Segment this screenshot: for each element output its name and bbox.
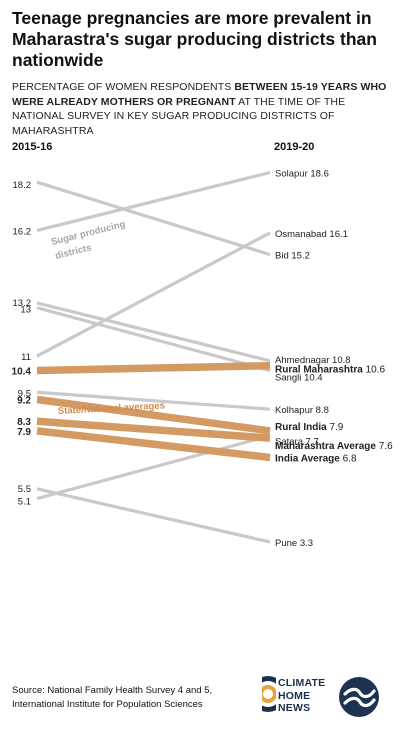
series-name-kolhapur: Kolhapur <box>275 405 316 416</box>
right-label-solapur: Solapur 18.6 <box>275 169 329 180</box>
right-value-rural-india: 7.9 <box>329 422 343 433</box>
series-name-sangli: Sangli <box>275 373 304 384</box>
column-header-right: 2019-20 <box>274 141 315 153</box>
left-value-bid: 18.2 <box>13 180 32 191</box>
right-value-bid: 15.2 <box>291 251 310 262</box>
slope-line-kolhapur <box>36 390 271 411</box>
left-value-india-average: 7.9 <box>17 427 31 438</box>
series-name-maharashtra-average: Maharashtra Average <box>275 441 379 452</box>
right-label-sangli: Sangli 10.4 <box>275 373 323 384</box>
right-value-india-average: 6.8 <box>343 453 357 464</box>
slope-line-solapur <box>36 170 271 233</box>
subtitle-part-0: Percentage of women respondents <box>12 81 235 93</box>
logo-word-news: NEWS <box>278 702 311 714</box>
right-value-maharashtra-average: 7.6 <box>379 441 393 452</box>
climate-home-news-emblem-icon <box>248 674 286 714</box>
chart-subtitle: Percentage of women respondents between … <box>12 80 392 138</box>
slope-line-rural-maharashtra <box>36 361 271 375</box>
right-value-kolhapur: 8.8 <box>316 405 329 416</box>
right-label-satara: Satara 7.7 <box>275 437 319 448</box>
right-value-satara: 7.7 <box>306 437 319 448</box>
left-value-ahmednagar: 13.2 <box>13 298 32 309</box>
right-label-rural-maharashtra: Rural Maharashtra 10.6 <box>275 365 385 376</box>
column-header-left: 2015-16 <box>12 141 53 153</box>
right-value-osmanabad: 16.1 <box>329 229 348 240</box>
right-label-pune: Pune 3.3 <box>275 538 313 549</box>
left-value-rural-india: 9.2 <box>17 396 31 407</box>
left-value-rural-maharashtra: 10.4 <box>12 367 32 378</box>
series-name-india-average: India Average <box>275 453 343 464</box>
series-name-osmanabad: Osmanabad <box>275 229 329 240</box>
circular-wave-logo-icon <box>339 677 379 717</box>
left-value-osmanabad: 11 <box>21 352 31 363</box>
logo-word-home: HOME <box>278 689 311 702</box>
slope-line-pune <box>36 487 271 544</box>
slope-line-ahmednagar <box>36 301 271 363</box>
climate-home-news-logo: CLIMATE HOME NEWS <box>248 674 328 718</box>
slope-line-rural-india <box>36 395 271 435</box>
right-value-rural-maharashtra: 10.6 <box>366 365 386 376</box>
left-value-kolhapur: 9.5 <box>18 388 31 399</box>
left-value-maharashtra-average: 8.3 <box>17 417 31 428</box>
slope-line-osmanabad <box>36 231 271 358</box>
right-value-sangli: 10.4 <box>304 373 323 384</box>
left-value-sangli: 13 <box>20 305 31 316</box>
subtitle-part-1: between 15-19 years who were already mot… <box>12 81 387 108</box>
series-name-rural-india: Rural India <box>275 422 329 433</box>
chart-title: Teenage pregnancies are more prevalent i… <box>12 8 377 70</box>
series-name-ahmednagar: Ahmednagar <box>275 355 332 366</box>
right-label-india-average: India Average 6.8 <box>275 453 357 464</box>
subtitle-part-2: at the time of the National Survey in ke… <box>12 95 346 137</box>
series-name-solapur: Solapur <box>275 169 310 180</box>
climate-home-news-wordmark: CLIMATE HOME NEWS <box>278 677 325 715</box>
right-label-rural-india: Rural India 7.9 <box>275 422 344 433</box>
slope-line-maharashtra-average <box>36 417 271 442</box>
series-name-satara: Satara <box>275 437 306 448</box>
right-label-bid: Bid 15.2 <box>275 251 310 262</box>
series-name-rural-maharashtra: Rural Maharashtra <box>275 365 366 376</box>
right-label-ahmednagar: Ahmednagar 10.8 <box>275 355 351 366</box>
slope-line-bid <box>36 180 271 257</box>
slope-line-sangli <box>36 306 271 373</box>
right-label-maharashtra-average: Maharashtra Average 7.6 <box>275 441 393 452</box>
right-value-ahmednagar: 10.8 <box>332 355 351 366</box>
source-note: Source: National Family Health Survey 4 … <box>12 685 213 710</box>
right-value-solapur: 18.6 <box>310 169 329 180</box>
right-value-pune: 3.3 <box>300 538 313 549</box>
right-label-kolhapur: Kolhapur 8.8 <box>275 405 329 416</box>
left-value-solapur: 16.2 <box>13 226 32 237</box>
logo-word-climate: CLIMATE <box>278 677 326 689</box>
left-value-satara: 5.1 <box>18 497 31 508</box>
left-value-pune: 5.5 <box>18 484 31 495</box>
slope-line-india-average <box>36 427 271 462</box>
series-name-bid: Bid <box>275 251 291 262</box>
right-label-osmanabad: Osmanabad 16.1 <box>275 229 348 240</box>
slope-line-satara <box>36 434 271 501</box>
series-name-pune: Pune <box>275 538 300 549</box>
